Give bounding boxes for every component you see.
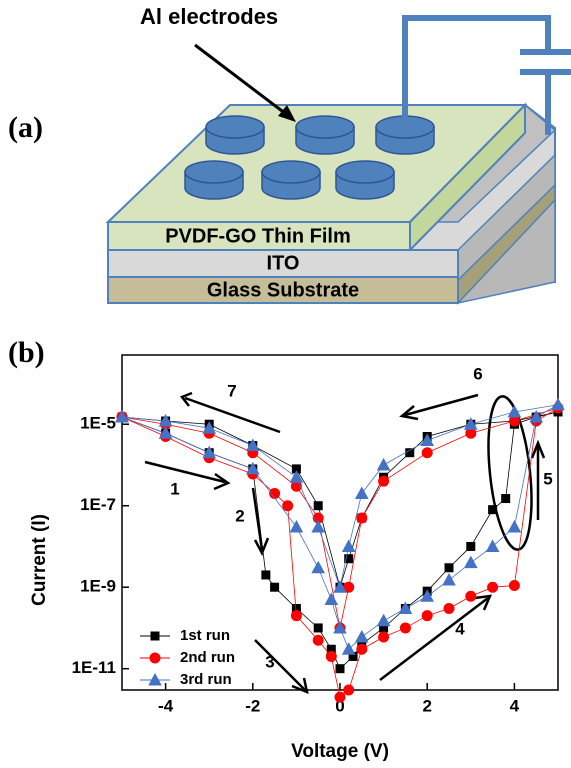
- marker: [314, 502, 322, 510]
- annotation: 2: [235, 506, 244, 525]
- annotation: 5: [543, 469, 552, 488]
- marker: [552, 399, 564, 410]
- marker: [356, 631, 368, 642]
- marker: [488, 582, 498, 592]
- marker: [445, 564, 453, 572]
- y-tick-label: 1E-11: [72, 658, 116, 677]
- marker: [466, 428, 476, 438]
- marker: [489, 506, 497, 514]
- marker: [379, 476, 389, 486]
- y-tick-label: 1E-7: [80, 495, 116, 514]
- marker: [422, 448, 432, 458]
- annotation: 4: [455, 619, 465, 638]
- legend-label: 3rd run: [180, 671, 232, 688]
- annotation: 3: [265, 652, 274, 671]
- marker: [508, 521, 520, 532]
- layer-label: ITO: [267, 252, 300, 274]
- marker: [336, 665, 344, 673]
- device-diagram: (a) PVDF-GO Thin Film ITO Glass Substrat…: [8, 4, 571, 303]
- electrodes-label: Al electrodes: [140, 4, 278, 29]
- marker: [356, 487, 368, 498]
- marker: [467, 542, 475, 550]
- marker: [283, 501, 293, 511]
- marker: [378, 459, 390, 470]
- marker: [357, 513, 367, 523]
- marker: [271, 583, 279, 591]
- layer-label: Glass Substrate: [207, 279, 359, 301]
- marker: [312, 562, 324, 573]
- panel-label: (a): [8, 111, 43, 144]
- y-tick-label: 1E-5: [80, 414, 116, 433]
- annotation: 1: [170, 479, 179, 498]
- marker: [378, 615, 390, 626]
- annotation: 7: [227, 381, 236, 400]
- y-tick-label: 1E-9: [80, 577, 116, 596]
- marker: [509, 416, 519, 426]
- marker: [291, 481, 301, 491]
- marker: [466, 591, 476, 601]
- annotation: 6: [473, 364, 482, 383]
- x-tick-label: 2: [422, 696, 431, 715]
- marker: [344, 685, 354, 695]
- marker: [400, 623, 410, 633]
- marker: [335, 692, 345, 702]
- legend-label: 1st run: [180, 627, 230, 644]
- marker: [509, 581, 519, 591]
- marker: [290, 521, 302, 532]
- legend-marker: [150, 653, 160, 663]
- x-tick-label: 4: [510, 696, 520, 715]
- marker: [422, 611, 432, 621]
- y-axis-label: Current (I): [29, 514, 50, 606]
- x-tick-label: -4: [158, 696, 174, 715]
- marker: [444, 604, 454, 614]
- figure: (a) PVDF-GO Thin Film ITO Glass Substrat…: [0, 0, 571, 763]
- marker: [326, 651, 336, 661]
- marker: [262, 571, 270, 579]
- marker: [465, 557, 477, 568]
- annotation-arrows: [145, 393, 544, 692]
- x-axis-label: Voltage (V): [291, 741, 389, 762]
- layer-label: PVDF-GO Thin Film: [165, 225, 351, 247]
- marker: [325, 593, 337, 604]
- series-line: [122, 405, 558, 649]
- marker: [291, 611, 301, 621]
- panel-label: (b): [8, 336, 45, 369]
- marker: [313, 635, 323, 645]
- marker: [487, 540, 499, 551]
- x-tick-label: -2: [245, 696, 260, 715]
- legend-marker: [151, 632, 159, 640]
- marker: [314, 624, 322, 632]
- marker: [379, 632, 389, 642]
- marker: [502, 495, 510, 503]
- legend-label: 2nd run: [180, 649, 235, 666]
- marker: [443, 574, 455, 585]
- marker: [357, 644, 367, 654]
